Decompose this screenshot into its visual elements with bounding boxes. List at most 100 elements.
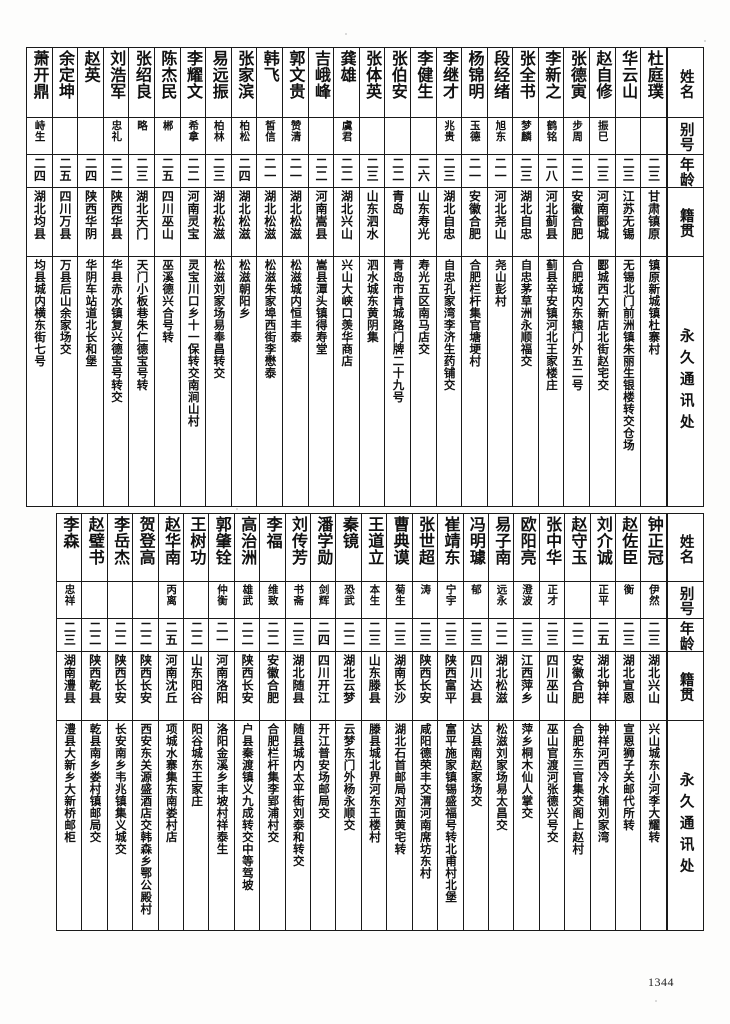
row-header-address: 永久通讯处 (668, 721, 703, 929)
cell-text: 镇原新城镇杜寨村 (648, 259, 660, 355)
cell-text: 户县秦渡镇义九成转交中等驾坡 (241, 723, 253, 891)
cell-name: 潘学勋 (311, 514, 335, 582)
cell-native_place: 山东泗水 (360, 188, 385, 257)
roster-column: 潘学勋剑辉二四四川开江开江普安场邮局交 (311, 514, 336, 930)
cell-alias: 正平 (591, 582, 615, 619)
cell-text: 洛阳金溪乡丰坡村祥泰生 (216, 723, 228, 855)
roster-column: 张世超涛二三陕西长安咸阳德荣丰交渭河南席坊东村 (413, 514, 438, 930)
cell-age: 二三 (540, 619, 564, 652)
roster-column: 李继才兆贵二三湖北自忠自忠孔家湾李济生药铺交 (437, 48, 463, 506)
cell-age: 二三 (362, 619, 386, 652)
cell-text: 陕西华县 (110, 190, 122, 240)
cell-text: 二三 (366, 157, 378, 182)
cell-address: 尧山彭村 (488, 257, 513, 505)
cell-text: 四川开江 (317, 654, 329, 704)
cell-text: 随县城内太平街刘泰和转交 (292, 723, 304, 867)
cell-address: 澧县大新乡大新桥邮柜 (57, 721, 81, 929)
cell-name: 余定坤 (53, 48, 78, 118)
cell-name: 崔靖东 (438, 514, 462, 582)
cell-alias: 皙信 (257, 118, 282, 155)
cell-text: 湖北钟祥 (597, 654, 609, 704)
cell-address: 青岛市肯城路门牌二十九号 (385, 257, 410, 505)
cell-text: 湖北天门 (136, 190, 148, 240)
cell-age: 二三 (514, 619, 538, 652)
row-header-label: 别号 (678, 122, 693, 152)
cell-text: 合肥东三官集交阁上赵村 (571, 723, 583, 855)
cell-text: 仲衡 (216, 584, 227, 606)
cell-age: 二一 (209, 619, 233, 652)
cell-name: 杨锦明 (462, 48, 487, 118)
roster-row-header-column: 姓名别号年龄籍贯永久通讯处 (667, 48, 703, 506)
cell-name: 刘介诚 (591, 514, 615, 582)
cell-address: 洛阳金溪乡丰坡村祥泰生 (209, 721, 233, 929)
roster-column: 贺登高二二陕西长安西安东关源盛酒店交韩森乡鄂公殿村 (133, 514, 158, 930)
cell-text: 华云山 (620, 50, 636, 100)
cell-text: 山东寿光 (417, 190, 429, 240)
cell-age: 二四 (27, 155, 52, 188)
cell-text: 杜庭璞 (645, 50, 661, 100)
cell-alias: 远永 (489, 582, 513, 619)
cell-text: 柏松 (239, 120, 250, 142)
cell-alias: 郴 (155, 118, 180, 155)
cell-text: 宁宇 (445, 584, 456, 606)
roster-column: 张绍良略二三湖北天门天门小板巷朱仁德宝号转 (129, 48, 155, 506)
cell-text: 钟祥河西冷水铺刘家湾 (597, 723, 609, 843)
cell-age: 二三 (616, 155, 641, 188)
cell-text: 开江普安场邮局交 (317, 723, 329, 819)
cell-text: 宣恩狮子关邮代所转 (622, 723, 634, 831)
cell-alias: 忠祥 (57, 582, 81, 619)
cell-address: 松滋刘家场易太昌交 (489, 721, 513, 929)
cell-text: 万县后山余家场交 (59, 259, 71, 355)
cell-alias: 玉德 (462, 118, 487, 155)
cell-text: 河北蓟县 (545, 190, 557, 240)
cell-native_place: 山东滕县 (362, 652, 386, 721)
cell-native_place: 湖北松滋 (206, 188, 231, 257)
cell-text: 山东阳谷 (190, 654, 202, 704)
cell-text: 松滋朱家埠西街李懋泰 (264, 259, 276, 379)
roster-column: 郭文贵赞清二一湖北松滋松滋城内恒丰泰 (283, 48, 309, 506)
row-header-label: 永久通讯处 (678, 772, 693, 880)
cell-text: 赵璧书 (86, 516, 102, 566)
cell-address: 华阴车站道北长和堡 (78, 257, 103, 505)
cell-text: 二三 (520, 621, 532, 646)
cell-text: 二二 (315, 157, 327, 182)
cell-age: 二三 (590, 155, 615, 188)
cell-text: 郭肇铨 (213, 516, 229, 566)
cell-alias (82, 582, 106, 619)
cell-address: 泗水城东黄阴集 (360, 257, 385, 505)
cell-text: 陕西华阴 (84, 190, 96, 240)
cell-age: 二三 (387, 619, 411, 652)
cell-address: 宣恩狮子关邮代所转 (616, 721, 640, 929)
cell-text: 合肥栏杆集李郢浦村交 (267, 723, 279, 843)
cell-age: 二八 (539, 155, 564, 188)
row-header-label: 籍贯 (678, 672, 693, 702)
cell-address: 阳谷城东王家庄 (184, 721, 208, 929)
cell-text: 忠祥 (64, 584, 75, 606)
cell-text: 郁 (470, 584, 481, 595)
cell-alias (108, 582, 132, 619)
cell-native_place: 山东寿光 (411, 188, 436, 257)
cell-text: 王树功 (188, 516, 204, 566)
cell-name: 王树功 (184, 514, 208, 582)
cell-text: 二二 (340, 157, 352, 182)
cell-text: 二四 (84, 157, 96, 182)
cell-age: 二三 (641, 155, 666, 188)
cell-native_place: 甘肃镇原 (641, 188, 666, 257)
cell-text: 陕西长安 (114, 654, 126, 704)
cell-text: 玉德 (469, 120, 480, 142)
cell-text: 忠礼 (111, 120, 122, 142)
cell-address: 合肥城内东辕门外五二号 (564, 257, 589, 505)
cell-text: 李耀文 (185, 50, 201, 100)
cell-native_place: 青岛 (385, 188, 410, 257)
cell-text: 河南沈丘 (165, 654, 177, 704)
roster-column: 王道立本生二三山东滕县滕县城北界河东王楼村 (362, 514, 387, 930)
roster-column: 赵佐臣衡二三湖北宣恩宣恩狮子关邮代所转 (616, 514, 641, 930)
roster-column: 段经绪旭东二一河北尧山尧山彭村 (488, 48, 514, 506)
cell-text: 李继才 (441, 50, 457, 100)
cell-native_place: 湖北兴山 (641, 652, 665, 721)
cell-name: 李岳杰 (108, 514, 132, 582)
row-header-label: 永久通讯处 (678, 328, 693, 436)
cell-address: 西安东关源盛酒店交韩森乡鄂公殿村 (133, 721, 157, 929)
cell-text: 咸阳德荣丰交渭河南席坊东村 (419, 723, 431, 879)
cell-native_place: 河南灵宝 (181, 188, 206, 257)
